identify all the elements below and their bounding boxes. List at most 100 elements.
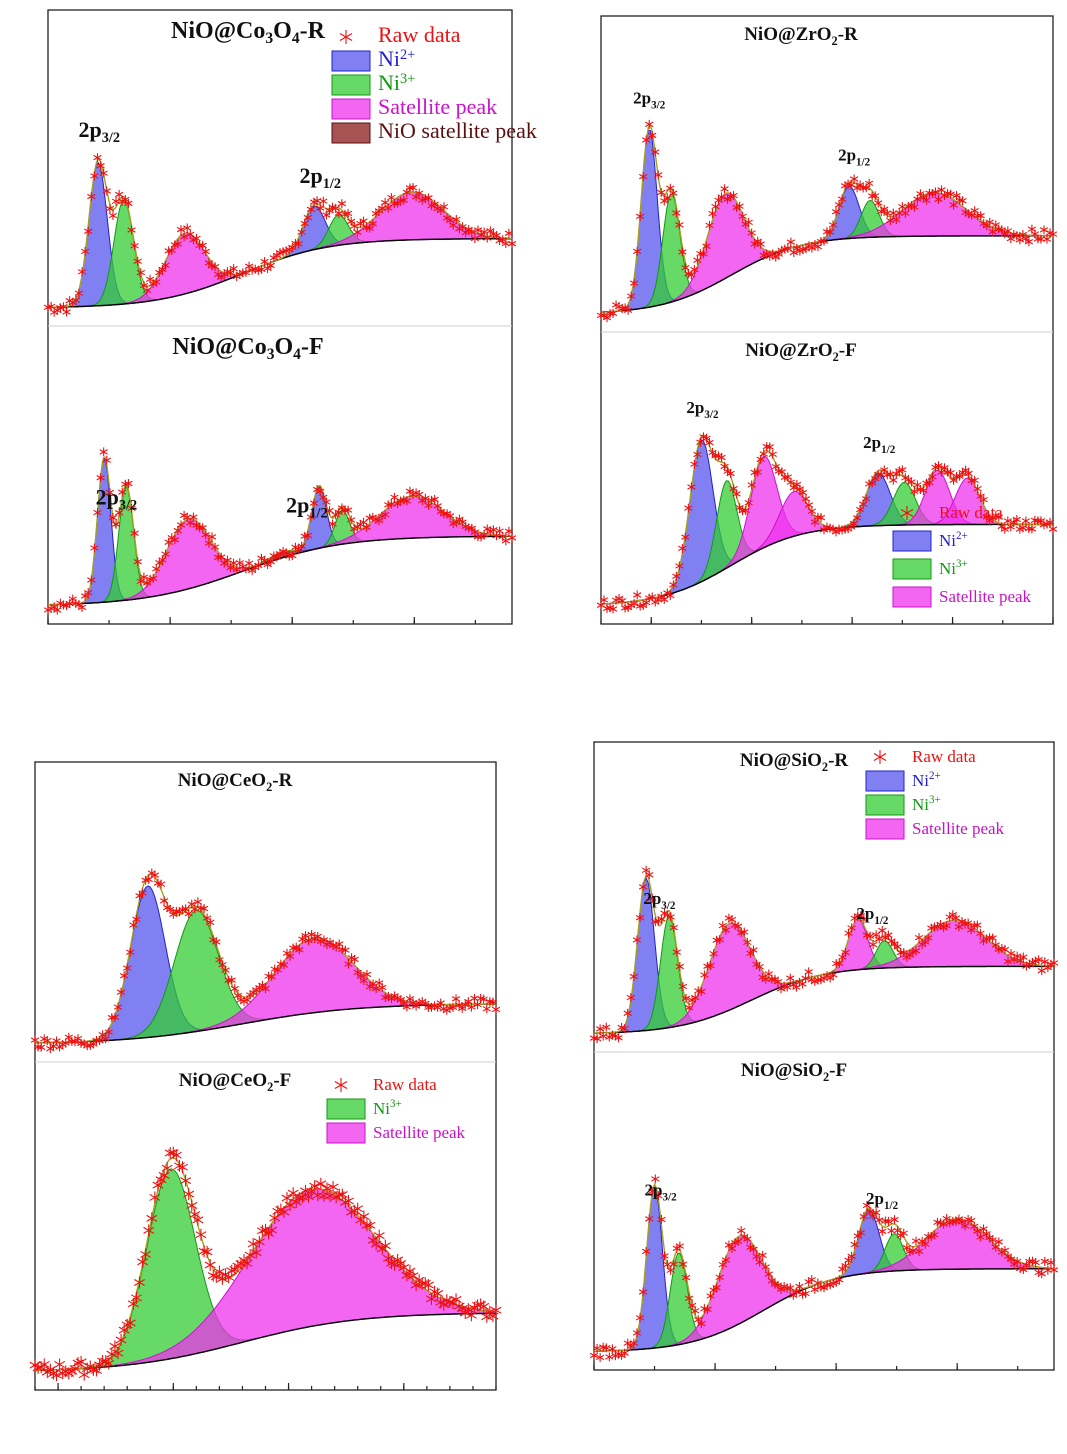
star-stroke <box>133 258 142 264</box>
legend-raw-marker <box>339 30 353 44</box>
raw-data-point <box>170 535 179 545</box>
text-span: Ni <box>378 46 400 71</box>
raw-data-point <box>105 488 115 498</box>
subplot-title: NiO@Co3O4-F <box>172 334 323 363</box>
raw-data-point <box>93 508 102 518</box>
subplot-title: NiO@SiO2-R <box>740 750 849 774</box>
text-span: 2+ <box>400 47 415 63</box>
raw-data-point <box>381 510 390 520</box>
legend-swatch-sat <box>326 1122 366 1144</box>
raw-data-point <box>306 512 316 522</box>
star-stroke <box>789 249 799 256</box>
text-span: 3/2 <box>704 409 719 421</box>
star-stroke <box>672 210 681 216</box>
raw-data-point <box>161 260 170 270</box>
star-stroke <box>651 149 660 155</box>
star-stroke <box>424 502 433 509</box>
star-stroke <box>266 558 275 565</box>
raw-data-point <box>297 227 306 237</box>
raw-data-point <box>316 486 325 496</box>
star-stroke <box>316 488 325 495</box>
star-stroke <box>346 517 356 523</box>
raw-data-point <box>183 223 192 233</box>
star-stroke <box>467 229 476 235</box>
raw-data-point <box>402 496 411 506</box>
panel-c: NiO@CeO2-R NiO@CeO2-F Raw data Ni3+ Satellit… <box>29 761 502 1391</box>
raw-data-point <box>102 186 111 196</box>
text-span: -R <box>828 750 848 771</box>
star-stroke <box>241 566 251 572</box>
raw-data-point <box>648 130 657 140</box>
star-stroke <box>339 33 353 41</box>
raw-data-point <box>288 551 297 561</box>
star-stroke <box>504 528 514 534</box>
star-stroke <box>201 532 210 538</box>
legend-swatch-sat <box>892 586 932 608</box>
star-stroke <box>90 173 99 179</box>
text-span: 2p <box>838 146 856 165</box>
star-stroke <box>402 498 411 504</box>
star-stroke <box>319 198 328 204</box>
text-span: 2p <box>96 484 119 509</box>
star-stroke <box>87 193 96 200</box>
star-stroke <box>608 310 618 317</box>
star-stroke <box>124 200 133 207</box>
raw-data-point <box>738 211 747 221</box>
star-stroke <box>93 154 102 161</box>
star-stroke <box>102 188 111 194</box>
star-stroke <box>300 220 309 227</box>
star-stroke <box>705 222 714 229</box>
star-stroke <box>96 163 105 169</box>
star-stroke <box>452 216 461 223</box>
raw-data-point <box>142 285 152 295</box>
raw-data-point <box>608 308 618 318</box>
raw-data-point <box>96 161 105 171</box>
star-stroke <box>96 475 105 481</box>
star-stroke <box>99 170 108 176</box>
text-span: Ni <box>939 559 956 578</box>
raw-data-point <box>84 226 93 236</box>
star-stroke <box>198 524 207 531</box>
text-span: NiO@SiO <box>740 750 822 771</box>
star-stroke <box>489 527 498 533</box>
star-stroke <box>492 533 501 539</box>
star-stroke <box>77 269 87 275</box>
star-stroke <box>294 241 303 247</box>
peak-label: 2p1/2 <box>300 163 342 192</box>
raw-data-point <box>384 203 393 213</box>
peak-label: 2p3/2 <box>79 117 121 146</box>
raw-data-point <box>108 211 118 221</box>
star-stroke <box>669 190 678 196</box>
star-stroke <box>136 269 145 276</box>
star-stroke <box>720 186 729 192</box>
raw-data-point <box>636 211 645 221</box>
subplot-title: NiO@ZrO2-R <box>744 24 858 48</box>
raw-data-series <box>596 119 1058 323</box>
legend-label: Satellite peak <box>373 1123 466 1142</box>
star-stroke <box>136 578 145 585</box>
star-stroke <box>708 210 717 217</box>
star-stroke <box>337 200 347 207</box>
subplot-title: NiO@CeO2-R <box>178 770 293 794</box>
raw-data-series <box>43 447 517 615</box>
raw-data-point <box>111 519 121 529</box>
text-span: 3+ <box>400 71 415 87</box>
raw-data-point <box>161 549 170 559</box>
star-stroke <box>77 604 87 611</box>
raw-data-point <box>136 268 145 278</box>
raw-data-point <box>210 262 220 272</box>
star-stroke <box>343 210 353 217</box>
star-stroke <box>629 280 639 286</box>
text-span: -F <box>839 340 857 361</box>
raw-data-point <box>297 541 306 551</box>
raw-data-point <box>96 473 105 483</box>
subplot-title: NiO@CeO2-F <box>179 1070 292 1094</box>
raw-data-point <box>223 555 232 565</box>
star-stroke <box>152 279 161 285</box>
legend-swatch-sat <box>331 98 371 120</box>
star-stroke <box>365 225 374 231</box>
raw-data-point <box>507 239 517 249</box>
raw-data-point <box>359 216 368 226</box>
